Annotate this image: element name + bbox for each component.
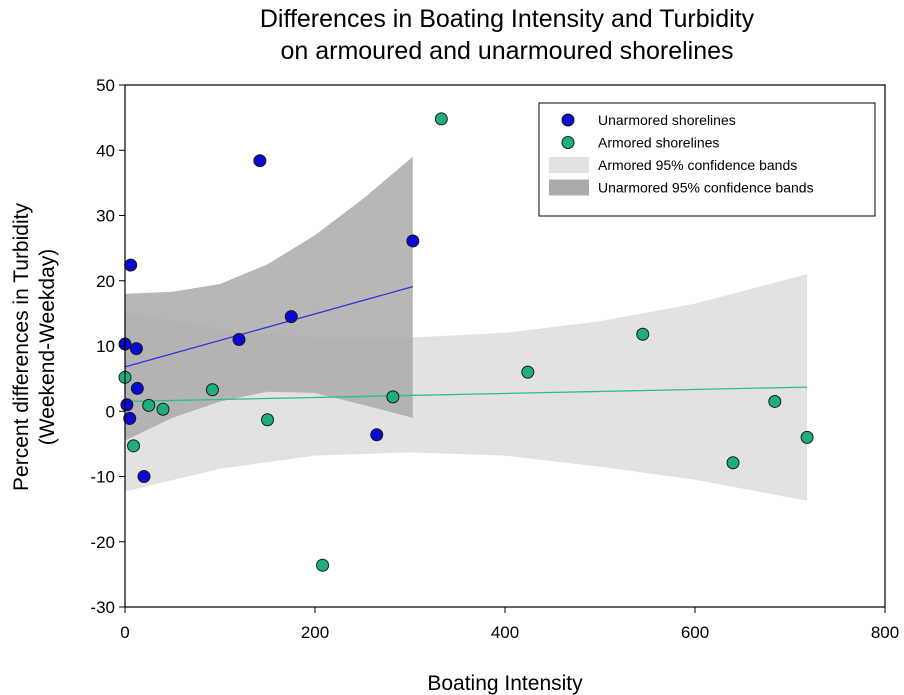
armored-point	[142, 398, 156, 412]
unarmored-point	[129, 342, 143, 356]
y-tick-label: 40	[96, 141, 115, 160]
armored-point	[316, 558, 330, 572]
y-tick-label: 10	[96, 337, 115, 356]
y-axis-title-line-2: (Weekend-Weekday)	[36, 249, 59, 445]
legend-label: Armored shorelines	[598, 135, 719, 151]
y-tick-label: 20	[96, 272, 115, 291]
armored-point	[156, 402, 170, 416]
armored-point	[800, 430, 814, 444]
y-tick-label: 0	[106, 402, 115, 421]
armored-point	[205, 383, 219, 397]
legend-label: Unarmored 95% confidence bands	[598, 180, 814, 196]
legend-unarmored-marker	[561, 113, 575, 127]
y-tick-label: -20	[90, 533, 115, 552]
chart-title-line-2: on armoured and unarmoured shorelines	[280, 37, 733, 65]
unarmored-point	[124, 258, 138, 272]
legend-box	[538, 102, 876, 217]
armored-point	[127, 439, 141, 453]
legend-label: Armored 95% confidence bands	[598, 157, 797, 173]
armored-point	[521, 365, 535, 379]
x-tick-label: 200	[301, 623, 329, 642]
confidence-bands	[125, 156, 808, 501]
y-tick-label: -10	[90, 468, 115, 487]
x-tick-label: 600	[681, 623, 709, 642]
y-tick-label: -30	[90, 598, 115, 617]
unarmored-point	[130, 381, 144, 395]
unarmored-point	[253, 154, 267, 168]
x-axis-title: Boating Intensity	[427, 672, 583, 695]
chart-title-line-1: Differences in Boating Intensity and Tur…	[260, 5, 755, 33]
armored-point	[726, 456, 740, 470]
axes: 0 200 400 600 800 -30 -20 -10 0 10 20 30 40 50	[90, 76, 899, 642]
legend-armored-marker	[561, 136, 575, 149]
x-tick-label: 400	[491, 623, 519, 642]
legend-unarmored-band-swatch	[549, 179, 589, 196]
armored-confidence-band	[125, 274, 808, 501]
legend-label: Unarmored shorelines	[598, 112, 736, 128]
unarmored-point	[120, 398, 134, 412]
armored-point	[434, 112, 448, 126]
legend-armored-band-swatch	[549, 157, 589, 173]
unarmored-point	[284, 310, 298, 324]
armored-point	[261, 413, 274, 427]
y-tick-label: 30	[96, 207, 115, 226]
x-tick-label: 0	[120, 623, 129, 642]
unarmored-point	[406, 234, 420, 248]
unarmored-confidence-band	[125, 156, 413, 441]
armored-point	[386, 390, 400, 404]
y-tick-label: 50	[96, 76, 115, 95]
armored-point	[768, 394, 782, 408]
unarmored-fit-line	[124, 285, 414, 368]
fit-lines	[124, 285, 808, 403]
x-tick-label: 800	[871, 623, 899, 642]
unarmored-point	[232, 332, 246, 346]
unarmored-point	[123, 411, 137, 425]
legend: Unarmored shorelines Armored shorelines Ar…	[538, 102, 876, 217]
armored-fit-line	[124, 386, 808, 403]
armored-point	[636, 327, 650, 341]
unarmored-point	[137, 470, 151, 483]
unarmored-point	[370, 428, 384, 442]
y-axis-title-line-1: Percent differences in Turbidity	[10, 203, 33, 491]
